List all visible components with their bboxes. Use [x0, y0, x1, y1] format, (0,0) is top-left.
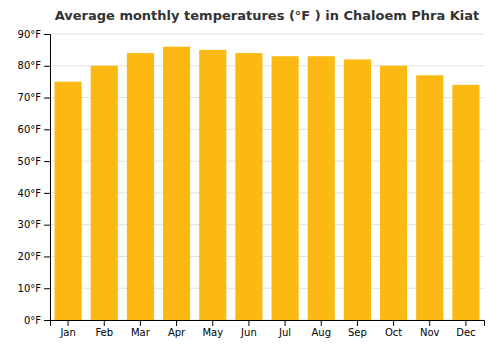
y-tick: 0°F	[24, 315, 50, 326]
x-tick-label: Jan	[59, 327, 75, 338]
bar	[272, 56, 299, 320]
x-tick: Jun	[240, 320, 257, 338]
x-tick-label: Mar	[131, 327, 151, 338]
x-tick-mark	[140, 320, 141, 326]
grid	[50, 34, 484, 320]
y-tick-label: 70°F	[18, 92, 42, 103]
bar	[416, 75, 443, 320]
x-tick-label: Apr	[168, 327, 186, 338]
title: Average monthly temperatures (°F ) in Ch…	[55, 8, 480, 23]
x-tick: Feb	[95, 320, 113, 338]
x-axis-line	[51, 321, 485, 327]
x-tick-mark	[357, 320, 358, 326]
x-tick: Jul	[278, 320, 291, 338]
x-tick: Nov	[420, 320, 440, 338]
grid-line	[50, 34, 484, 35]
x-tick-label: Dec	[456, 327, 475, 338]
x-tick: May	[202, 320, 223, 338]
y-axis-line	[44, 35, 51, 321]
y-tick-mark	[44, 66, 50, 67]
bar	[380, 66, 407, 320]
y-tick-label: 50°F	[18, 156, 42, 167]
y-tick: 60°F	[18, 124, 50, 135]
bar	[163, 47, 190, 320]
x-tick: Jan	[59, 320, 75, 338]
y-tick-label: 60°F	[18, 124, 42, 135]
bar	[91, 66, 118, 320]
x-tick: Apr	[168, 320, 186, 338]
x-tick-label: Sep	[348, 327, 367, 338]
x-tick-mark	[176, 320, 177, 326]
x-tick: Sep	[348, 320, 367, 338]
x-tick-label: Jun	[240, 327, 257, 338]
bar	[235, 53, 262, 320]
y-tick-mark	[44, 288, 50, 289]
x-tick-label: Aug	[311, 327, 331, 338]
y-tick-mark	[44, 129, 50, 130]
y-tick-mark	[44, 225, 50, 226]
x-tick: Mar	[131, 320, 151, 338]
bar	[199, 50, 226, 320]
y-tick-label: 10°F	[18, 283, 42, 294]
y-tick: 40°F	[18, 188, 50, 199]
bars	[55, 47, 480, 320]
y-tick-label: 90°F	[18, 29, 42, 40]
y-tick: 20°F	[18, 251, 50, 262]
x-tick-mark	[429, 320, 430, 326]
y-tick: 50°F	[18, 156, 50, 167]
x-tick: Oct	[385, 320, 402, 338]
y-tick-mark	[44, 320, 50, 321]
x-tick-label: Oct	[385, 327, 402, 338]
y-tick-label: 40°F	[18, 188, 42, 199]
x-tick-label: Jul	[278, 327, 291, 338]
x-tick-mark	[248, 320, 249, 326]
y-tick-mark	[44, 34, 50, 35]
bar	[344, 59, 371, 320]
x-tick-mark	[212, 320, 213, 326]
x-tick-label: May	[202, 327, 223, 338]
y-tick-label: 20°F	[18, 251, 42, 262]
x-tick-mark	[104, 320, 105, 326]
y-tick: 80°F	[18, 60, 50, 71]
x-tick-mark	[68, 320, 69, 326]
x-tick-label: Feb	[95, 327, 113, 338]
y-axis: 0°F 10°F 20°F 30°F 40°F 50°F 60°F 70°F 80°F 90°F	[18, 29, 51, 326]
bar	[127, 53, 154, 320]
y-tick-mark	[44, 256, 50, 257]
y-tick: 70°F	[18, 92, 50, 103]
y-tick-mark	[44, 193, 50, 194]
bar	[55, 82, 82, 320]
y-tick-mark	[44, 161, 50, 162]
chart: 0°F 10°F 20°F 30°F 40°F 50°F 60°F 70°F 80°F 90°F J…	[0, 0, 500, 350]
y-tick-label: 0°F	[24, 315, 41, 326]
x-tick-mark	[393, 320, 394, 326]
y-tick-mark	[44, 98, 50, 99]
y-tick: 10°F	[18, 283, 50, 294]
bar	[308, 56, 335, 320]
y-tick-label: 30°F	[18, 219, 42, 230]
y-tick: 90°F	[18, 29, 50, 40]
x-axis: Jan Feb Mar Apr May Jun Jul Aug Sep Oct Nov Dec	[51, 320, 485, 338]
plot: 0°F 10°F 20°F 30°F 40°F 50°F 60°F 70°F 80°F 90°F J…	[18, 29, 485, 338]
x-tick-label: Nov	[420, 327, 440, 338]
y-tick-label: 80°F	[18, 60, 42, 71]
bar	[452, 85, 479, 320]
x-tick: Aug	[311, 320, 331, 338]
x-tick-mark	[285, 320, 286, 326]
y-tick: 30°F	[18, 219, 50, 230]
x-tick-mark	[465, 320, 466, 326]
x-tick: Dec	[456, 320, 475, 338]
x-tick-mark	[321, 320, 322, 326]
